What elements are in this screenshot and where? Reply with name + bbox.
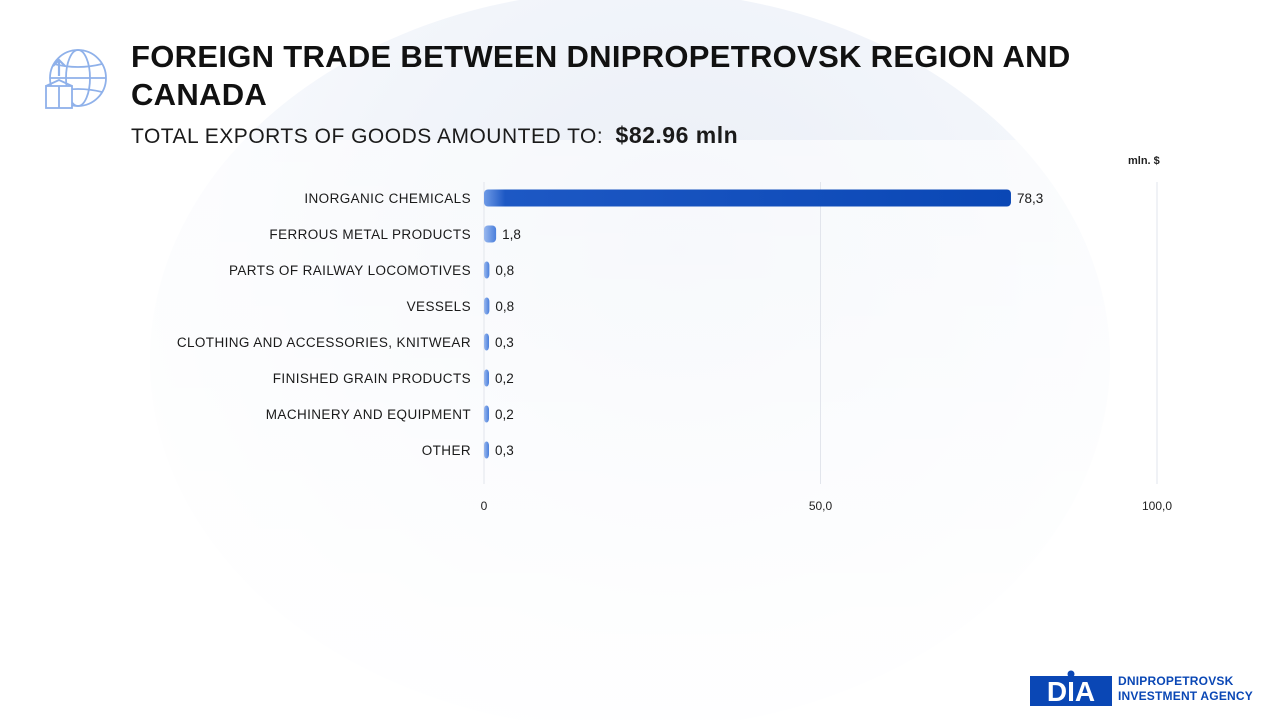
bar-3 [484,297,490,315]
x-tick-label-2: 100,0 [1142,499,1172,513]
category-label-5: FINISHED GRAIN PRODUCTS [273,371,471,386]
value-label-4: 0,3 [495,335,514,350]
bar-7 [484,441,489,459]
background-fade [0,140,1280,720]
value-label-7: 0,3 [495,443,514,458]
category-label-0: INORGANIC CHEMICALS [304,191,471,206]
logo-line-2: INVESTMENT AGENCY [1118,689,1253,703]
bar-2 [484,261,490,279]
bar-5 [484,369,489,387]
bar-6 [484,405,489,423]
value-label-5: 0,2 [495,371,514,386]
subtitle-label: TOTAL EXPORTS OF GOODS AMOUNTED TO: [131,125,604,148]
bar-1 [484,225,497,243]
category-label-7: OTHER [422,443,471,458]
category-label-1: FERROUS METAL PRODUCTS [269,227,471,242]
logo-text: DNIPROPETROVSK INVESTMENT AGENCY [1118,674,1253,704]
globe-export-icon [45,49,107,109]
value-label-3: 0,8 [495,299,514,314]
dia-logo-mark: DIA [1030,670,1112,707]
value-label-1: 1,8 [502,227,521,242]
bar-4 [484,333,489,351]
subtitle: TOTAL EXPORTS OF GOODS AMOUNTED TO: $82.… [131,120,738,152]
logo-mark-text: DIA [1047,676,1095,707]
bar-0 [484,189,1011,207]
dia-logo: DIA DNIPROPETROVSK INVESTMENT AGENCY [1030,668,1253,710]
category-label-4: CLOTHING AND ACCESSORIES, KNITWEAR [177,335,471,350]
x-tick-label-1: 50,0 [809,499,833,513]
page-title: FOREIGN TRADE BETWEEN DNIPROPETROVSK REG… [131,39,1071,112]
unit-label: mln. $ [1128,155,1160,167]
value-label-0: 78,3 [1017,191,1043,206]
total-exports-amount: $82.96 mln [615,122,739,148]
category-label-6: MACHINERY AND EQUIPMENT [266,407,471,422]
value-label-2: 0,8 [495,263,514,278]
category-label-2: PARTS OF RAILWAY LOCOMOTIVES [229,263,471,278]
category-label-3: VESSELS [407,299,471,314]
logo-line-1: DNIPROPETROVSK [1118,674,1234,688]
value-label-6: 0,2 [495,407,514,422]
x-tick-label-0: 0 [481,499,488,513]
